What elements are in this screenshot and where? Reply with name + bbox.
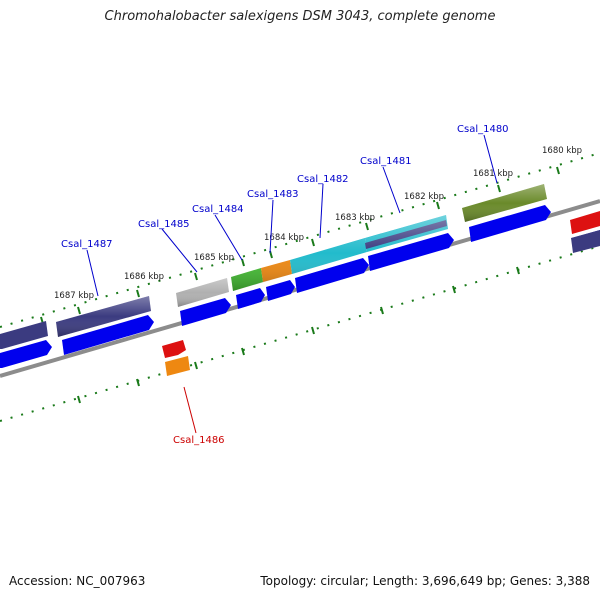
- gene-label-csal-1481[interactable]: Csal_1481: [360, 156, 412, 167]
- gene-label-csal-1480[interactable]: Csal_1480: [457, 124, 509, 135]
- map-title: Chromohalobacter salexigens DSM 3043, co…: [104, 9, 496, 24]
- outer-major-ticks: [40, 166, 560, 325]
- tick-label: 1682 kbp: [404, 192, 444, 202]
- cds-arrow: [295, 258, 369, 293]
- tick-label: 1680 kbp: [542, 146, 582, 156]
- cds-arrow: [368, 233, 454, 271]
- gene-labels: Csal_1480 Csal_1481 Csal_1482 Csal_1483 …: [61, 124, 509, 446]
- accession-text: Accession: NC_007963: [9, 574, 146, 588]
- gene-label-csal-1485[interactable]: Csal_1485: [138, 219, 190, 230]
- gene-label-csal-1482[interactable]: Csal_1482: [297, 174, 349, 185]
- tick-label: 1683 kbp: [335, 213, 375, 223]
- label-leaders: [86, 134, 498, 434]
- gene-label-csal-1483[interactable]: Csal_1483: [247, 189, 299, 200]
- gene-csal-1486-red: [162, 340, 186, 358]
- tick-label: 1687 kbp: [54, 291, 94, 301]
- cds-forward-track: [0, 205, 600, 368]
- tick-labels: 1680 kbp 1681 kbp 1682 kbp 1683 kbp 1684…: [54, 146, 582, 301]
- cds-arrow: [180, 298, 231, 326]
- tick-label: 1686 kbp: [124, 272, 164, 282]
- tick-label: 1685 kbp: [194, 253, 234, 263]
- cds-arrow: [62, 315, 154, 355]
- cds-arrow: [266, 280, 295, 301]
- gene-label-csal-1487[interactable]: Csal_1487: [61, 239, 113, 250]
- cds-arrow: [236, 288, 265, 309]
- cds-arrow: [0, 340, 52, 368]
- tick-label: 1684 kbp: [264, 233, 304, 243]
- genome-summary: Topology: circular; Length: 3,696,649 bp…: [260, 574, 590, 588]
- tick-label: 1681 kbp: [473, 169, 513, 179]
- gene-label-csal-1486[interactable]: Csal_1486: [173, 435, 225, 446]
- gene-csal-1488: [0, 321, 48, 349]
- gene-navy-edge: [571, 230, 600, 253]
- gene-label-csal-1484[interactable]: Csal_1484: [192, 204, 244, 215]
- gene-red-edge: [570, 211, 600, 234]
- gene-csal-1486-orange: [165, 356, 190, 376]
- inner-major-ticks: [77, 266, 520, 404]
- gene-shading: [56, 184, 547, 337]
- cds-arrow: [469, 205, 551, 242]
